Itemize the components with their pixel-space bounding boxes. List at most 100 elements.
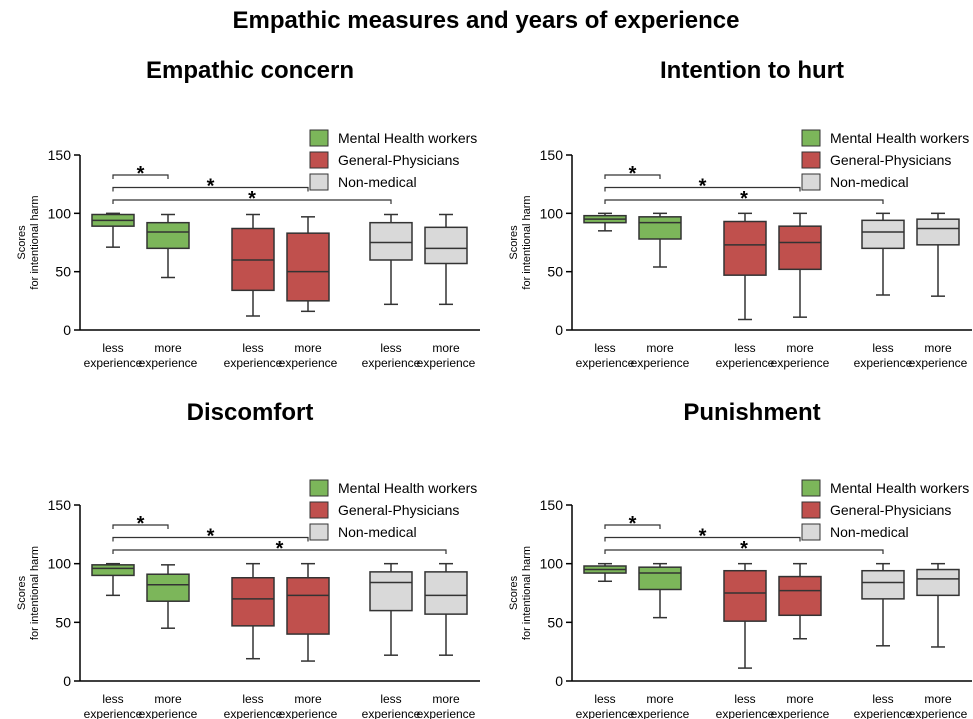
legend-swatch <box>309 129 329 147</box>
y-axis-label: for intentional harm <box>521 195 533 289</box>
x-tick-label: more experience <box>631 341 690 370</box>
y-tick-label: 0 <box>555 673 563 689</box>
y-axis-label: for intentional harm <box>521 546 533 640</box>
figure-title: Empathic measures and years of experienc… <box>233 7 740 34</box>
x-tick-label: less experience <box>362 692 421 719</box>
panel-title: Intention to hurt <box>660 57 844 84</box>
x-tick-label: more experience <box>279 341 338 370</box>
x-tick-label: less experience <box>854 692 913 719</box>
significance-label: * <box>740 188 748 210</box>
y-tick-label: 100 <box>540 556 564 572</box>
legend-label: General-Physicians <box>338 502 459 518</box>
significance-bracket <box>604 524 661 529</box>
y-tick-label: 50 <box>547 264 563 280</box>
y-tick-label: 150 <box>48 147 72 163</box>
legend-swatch <box>801 501 821 519</box>
significance-label: * <box>276 538 284 560</box>
y-tick-label: 50 <box>55 614 71 630</box>
x-tick-label: more experience <box>139 341 198 370</box>
box <box>146 573 190 602</box>
legend-swatch <box>309 501 329 519</box>
legend-swatch <box>801 523 821 541</box>
legend-label: Non-medical <box>338 174 417 190</box>
legend-swatch <box>801 479 821 497</box>
box <box>369 221 413 261</box>
box <box>231 576 275 627</box>
panel-title: Punishment <box>683 399 820 426</box>
x-tick-label: more experience <box>909 692 968 719</box>
x-tick-label: more experience <box>279 692 338 719</box>
y-tick-label: 150 <box>540 497 564 513</box>
panel-title: Empathic concern <box>146 57 354 84</box>
box <box>916 568 960 597</box>
significance-label: * <box>629 513 637 535</box>
y-tick-label: 0 <box>555 322 563 338</box>
legend-label: Non-medical <box>338 524 417 540</box>
significance-bracket <box>604 536 801 542</box>
significance-label: * <box>629 163 637 185</box>
significance-bracket <box>112 549 447 554</box>
significance-label: * <box>740 538 748 560</box>
y-tick-label: 100 <box>540 205 564 221</box>
x-tick-label: more experience <box>909 341 968 370</box>
legend-label: Mental Health workers <box>338 480 477 496</box>
significance-bracket <box>112 186 309 192</box>
legend-label: Mental Health workers <box>830 480 969 496</box>
legend-swatch <box>309 479 329 497</box>
y-tick-label: 50 <box>55 264 71 280</box>
y-axis-label: Scores <box>16 225 28 260</box>
box <box>861 569 905 600</box>
box <box>424 226 468 265</box>
significance-bracket <box>604 174 661 179</box>
x-tick-label: less experience <box>84 341 143 370</box>
box <box>286 232 330 302</box>
x-tick-label: more experience <box>417 341 476 370</box>
x-tick-label: more experience <box>417 692 476 719</box>
x-tick-label: less experience <box>854 341 913 370</box>
legend-swatch <box>309 151 329 169</box>
box <box>778 225 822 271</box>
y-tick-label: 0 <box>63 673 71 689</box>
x-tick-label: less experience <box>716 341 775 370</box>
y-tick-label: 150 <box>48 497 72 513</box>
x-tick-label: more experience <box>631 692 690 719</box>
box <box>638 216 682 240</box>
significance-bracket <box>112 174 169 179</box>
x-tick-label: less experience <box>224 692 283 719</box>
significance-label: * <box>699 526 707 548</box>
significance-bracket <box>112 524 169 529</box>
significance-label: * <box>699 176 707 198</box>
y-tick-label: 100 <box>48 205 72 221</box>
legend-label: Mental Health workers <box>830 130 969 146</box>
x-tick-label: more experience <box>771 341 830 370</box>
box <box>778 575 822 617</box>
significance-bracket <box>604 199 884 204</box>
y-axis-label: for intentional harm <box>29 546 41 640</box>
x-tick-label: less experience <box>576 692 635 719</box>
x-tick-label: less experience <box>576 341 635 370</box>
x-tick-label: less experience <box>362 341 421 370</box>
y-tick-label: 150 <box>540 147 564 163</box>
legend-label: General-Physicians <box>830 152 951 168</box>
significance-label: * <box>137 513 145 535</box>
legend-label: Non-medical <box>830 524 909 540</box>
x-tick-label: less experience <box>84 692 143 719</box>
significance-bracket <box>112 199 392 204</box>
box <box>916 218 960 246</box>
x-tick-label: more experience <box>139 692 198 719</box>
y-axis-label: for intentional harm <box>29 195 41 289</box>
x-tick-label: more experience <box>771 692 830 719</box>
box <box>638 566 682 591</box>
y-tick-label: 100 <box>48 556 72 572</box>
significance-label: * <box>207 526 215 548</box>
significance-bracket <box>604 186 801 192</box>
legend-swatch <box>801 173 821 191</box>
legend-label: Mental Health workers <box>338 130 477 146</box>
significance-label: * <box>207 176 215 198</box>
legend-swatch <box>309 523 329 541</box>
x-tick-label: less experience <box>224 341 283 370</box>
box <box>91 564 135 577</box>
panel-title: Discomfort <box>187 399 314 426</box>
box <box>723 220 767 276</box>
